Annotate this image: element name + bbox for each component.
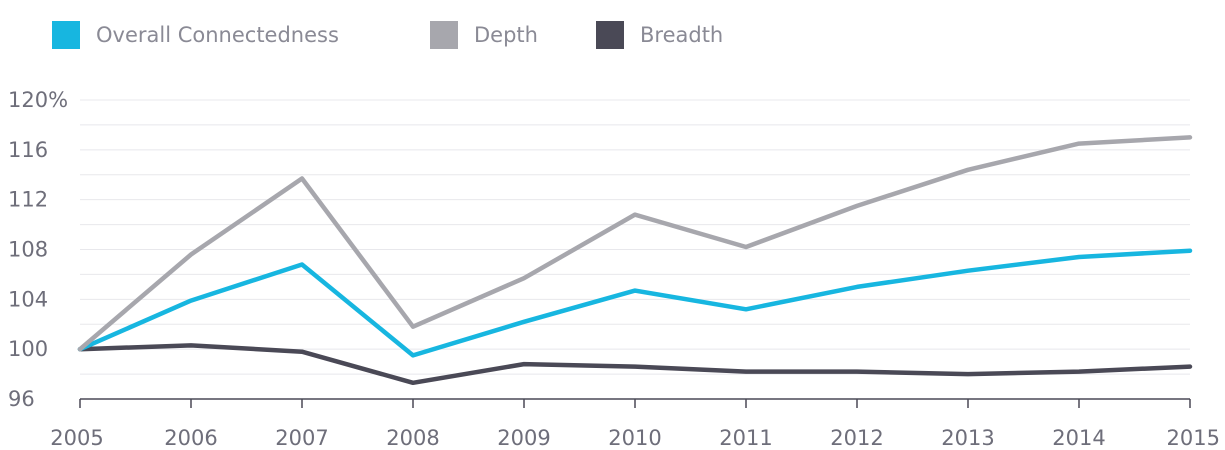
legend-swatch-overall-connectedness [52,21,80,49]
legend-swatch-breadth [596,21,624,49]
x-tick-label: 2015 [1167,426,1220,450]
y-tick-label: 112 [8,188,48,212]
x-tick-label: 2008 [386,426,439,450]
y-tick-label: 120% [8,88,68,112]
x-tick-label: 2009 [497,426,550,450]
x-axis: 2005 2006 2007 2008 2009 2010 2011 2012 2013 2014… [50,398,1220,450]
x-tick-label: 2013 [941,426,994,450]
x-tick-label: 2011 [719,426,772,450]
series-group [77,135,1193,386]
legend-label-depth: Depth [474,23,538,47]
legend: Overall Connectedness Depth Breadth [52,21,723,49]
legend-swatch-depth [430,21,458,49]
y-tick-label: 96 [8,387,35,411]
x-tick-label: 2010 [608,426,661,450]
x-tick-label: 2012 [830,426,883,450]
legend-label-overall-connectedness: Overall Connectedness [96,23,339,47]
y-tick-label: 100 [8,337,48,361]
y-tick-label: 104 [8,287,48,311]
y-tick-label: 108 [8,238,48,262]
y-tick-label: 116 [8,138,48,162]
legend-label-breadth: Breadth [640,23,723,47]
grid [80,99,1190,375]
y-axis: 96 100 104 108 112 116 120% [8,88,68,411]
x-tick-label: 2005 [50,426,103,450]
x-tick-label: 2006 [164,426,217,450]
series-line-depth [77,135,1193,352]
series-line-breadth [77,343,1193,386]
series-line-overall-connectedness [77,248,1193,358]
x-tick-label: 2014 [1052,426,1105,450]
x-tick-label: 2007 [275,426,328,450]
